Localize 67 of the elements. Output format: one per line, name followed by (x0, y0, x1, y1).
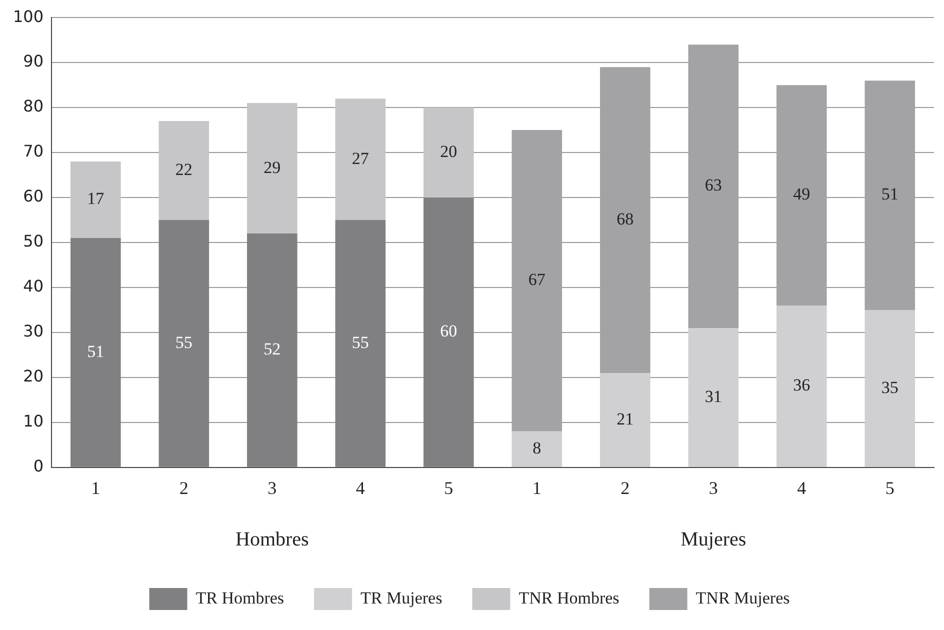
bar (864, 80, 916, 310)
bar (70, 238, 121, 467)
data-label: 60 (440, 322, 458, 341)
legend-label: TNR Mujeres (696, 588, 790, 608)
x-tick-label: 3 (268, 478, 277, 498)
data-label: 51 (87, 342, 104, 361)
bar (512, 431, 562, 467)
y-tick-label: 90 (23, 52, 44, 71)
text: Hombres (235, 528, 310, 550)
data-label: 63 (704, 176, 722, 195)
data-label: 17 (87, 189, 105, 208)
y-tick-label: 40 (23, 276, 44, 296)
x-tick-label: 4 (797, 478, 806, 498)
y-tick-label: 10 (23, 412, 44, 431)
bar (423, 108, 474, 198)
bar (688, 328, 739, 467)
bar (158, 121, 210, 220)
x-tick-label: 5 (885, 478, 894, 498)
data-label: 8 (532, 438, 542, 458)
x-tick-label: 2 (179, 478, 188, 498)
data-label: 20 (440, 142, 458, 162)
bar (512, 130, 562, 432)
bar (688, 44, 739, 328)
data-label: 55 (352, 332, 369, 352)
bar (70, 162, 121, 238)
data-label: 67 (528, 270, 546, 290)
data-label: 35 (881, 378, 898, 397)
y-tick-label: 70 (23, 142, 44, 161)
x-tick-label: 1 (532, 478, 542, 498)
data-label: 51 (881, 184, 898, 204)
bar (335, 220, 386, 467)
y-tick-label: 100 (12, 6, 44, 26)
data-label: 21 (616, 409, 634, 428)
legend-label: TNR Hombres (518, 588, 620, 608)
bar (776, 305, 827, 467)
bar (600, 372, 650, 467)
x-tick-label: 2 (620, 478, 630, 498)
data-label: 68 (616, 209, 634, 228)
data-label: 36 (793, 376, 810, 395)
y-tick-label: 30 (23, 322, 44, 341)
x-tick-label: 5 (444, 478, 454, 498)
bar (335, 98, 386, 220)
x-tick-label: 3 (708, 478, 718, 498)
y-tick-label: 0 (33, 456, 44, 476)
legend-label: TR Hombres (196, 588, 284, 608)
x-tick-label: 1 (91, 478, 100, 498)
bar (247, 234, 298, 467)
bar (864, 310, 916, 467)
bar (158, 220, 210, 467)
x-tick-label: 4 (356, 478, 365, 498)
bar (247, 103, 298, 234)
legend-label: TR Mujeres (360, 588, 442, 608)
bar (776, 85, 827, 306)
data-label: 22 (175, 160, 192, 179)
bar (600, 67, 650, 373)
data-label: 31 (704, 386, 722, 406)
data-label: 29 (264, 158, 281, 177)
y-tick-label: 80 (23, 96, 44, 116)
text: Mujeres (680, 528, 746, 550)
y-tick-label: 20 (23, 366, 44, 386)
data-label: 49 (793, 184, 810, 204)
bar (423, 198, 474, 467)
data-label: 52 (264, 340, 281, 359)
data-label: 55 (175, 332, 192, 352)
y-tick-label: 50 (23, 232, 44, 251)
data-label: 27 (352, 148, 370, 168)
y-tick-label: 60 (23, 186, 44, 206)
